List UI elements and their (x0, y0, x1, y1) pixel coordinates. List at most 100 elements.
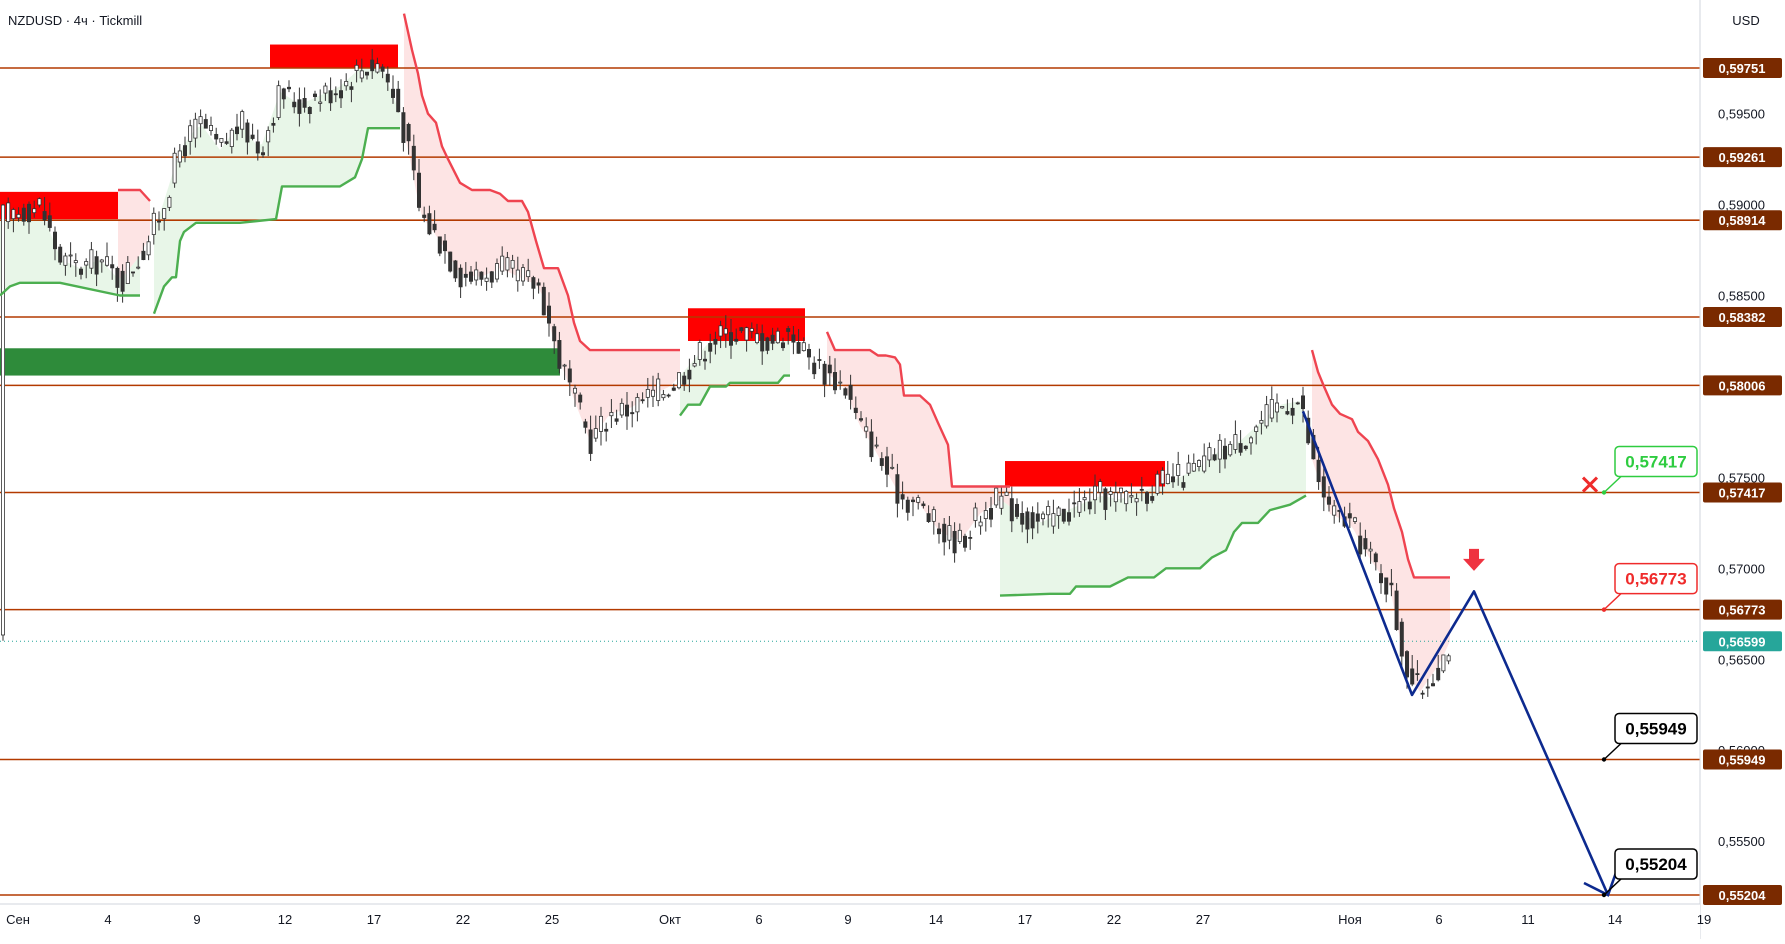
candle-body (432, 223, 437, 231)
candle-body (947, 525, 952, 541)
candle-body (188, 125, 193, 142)
candle-body (1431, 683, 1436, 687)
candle-body (1119, 487, 1124, 493)
candle-body (1051, 513, 1056, 527)
candle-body (0, 204, 6, 636)
candle-body (796, 342, 801, 354)
candle-body (942, 523, 947, 543)
candle-body (682, 375, 687, 385)
supertrend-up-line (152, 126, 400, 315)
candle-body (1030, 512, 1035, 529)
chart-header: NZDUSD · 4ч · Tickmill (8, 13, 142, 28)
candle-body (302, 98, 307, 108)
candle-body (193, 118, 198, 139)
candle-body (812, 362, 817, 375)
candle-body (827, 364, 832, 374)
candle-body (1332, 505, 1337, 516)
candle-body (26, 203, 31, 223)
candle-body (661, 394, 666, 399)
candle-body (479, 271, 484, 280)
candle-body (307, 107, 312, 115)
candle-body (1228, 443, 1233, 456)
candle-body (58, 246, 63, 263)
candle-body (375, 63, 380, 73)
candle-body (1243, 445, 1248, 450)
candle-body (541, 286, 546, 316)
level-badge (1703, 885, 1782, 905)
candle-body (99, 259, 104, 263)
candle-body (833, 372, 838, 391)
candle-body (1233, 434, 1238, 450)
candle-body (604, 428, 609, 432)
candle-body (442, 240, 447, 252)
candle-body (1108, 491, 1113, 495)
current-price-badge (1703, 631, 1782, 652)
candle-body (656, 378, 661, 401)
candle-body (1399, 621, 1404, 657)
candle-body (333, 93, 338, 96)
candle-body (588, 429, 593, 454)
level-badge-label: 0,57417 (1719, 486, 1766, 501)
y-tick-label: 0,57500 (1718, 470, 1765, 485)
candle-body (853, 407, 858, 413)
current-price-label: 0,56599 (1719, 634, 1766, 649)
candle-body (921, 503, 926, 507)
currency-label: USD (1732, 13, 1759, 28)
candle-body (1015, 503, 1020, 517)
callout-anchor (1601, 607, 1607, 612)
candle-body (916, 497, 921, 503)
candle-body (79, 268, 84, 275)
candle-body (1176, 463, 1181, 476)
candle-body (1290, 407, 1295, 416)
level-badge-label: 0,55204 (1719, 888, 1767, 903)
candle-body (1212, 454, 1217, 461)
candle-body (427, 213, 432, 235)
callout-pointer (1603, 878, 1622, 896)
y-tick-label: 0,56500 (1718, 652, 1765, 667)
candle-body (692, 363, 697, 367)
candle-body (53, 231, 58, 250)
cross-stroke (1581, 476, 1599, 493)
candle-body (1129, 495, 1134, 498)
candle-body (1373, 553, 1378, 563)
candle-body (515, 269, 520, 282)
candle-body (666, 394, 671, 397)
supertrend-fill (1312, 350, 1450, 692)
candle-body (1077, 501, 1082, 513)
candle-body (999, 495, 1004, 509)
level-badge-label: 0,58006 (1719, 378, 1766, 393)
x-tick-label: Окт (659, 912, 681, 927)
candle-body (781, 342, 786, 349)
candle-body (510, 259, 515, 269)
candle-body (32, 208, 37, 214)
candle-body (1269, 399, 1274, 419)
candle-body (775, 330, 780, 344)
time-axis[interactable]: Сен 4 9 12 17 22 25 Окт 6 9 14 17 22 27 Ноя 6 11 14 19 (0, 903, 1711, 939)
price-axis[interactable]: 0,59500 0,59000 0,58500 0,57500 0,57000 0,565… (1699, 0, 1785, 939)
price-callouts: 0,57417 0,56773 0,55949 0,55204 (1601, 445, 1698, 898)
candle-body (468, 271, 473, 282)
candle-body (801, 342, 806, 352)
candle-body (713, 338, 718, 345)
candle-body (6, 202, 11, 223)
candle-body (734, 338, 739, 342)
candle-body (136, 266, 141, 269)
candle-body (864, 426, 869, 432)
candle-body (1410, 668, 1415, 685)
candle-body (1301, 395, 1306, 410)
candle-body (708, 343, 713, 352)
candle-body (297, 99, 302, 114)
candle-body (859, 418, 864, 421)
candle-body (292, 101, 297, 108)
x-tick-label: 17 (367, 912, 381, 927)
candle-body (1217, 439, 1222, 460)
candle-body (1394, 590, 1399, 630)
candle-body (146, 241, 151, 256)
candle-body (1035, 513, 1040, 522)
candle-body (318, 101, 323, 104)
time-axis-bg (0, 904, 1700, 939)
candle-body (312, 93, 317, 98)
candle-body (214, 133, 219, 140)
